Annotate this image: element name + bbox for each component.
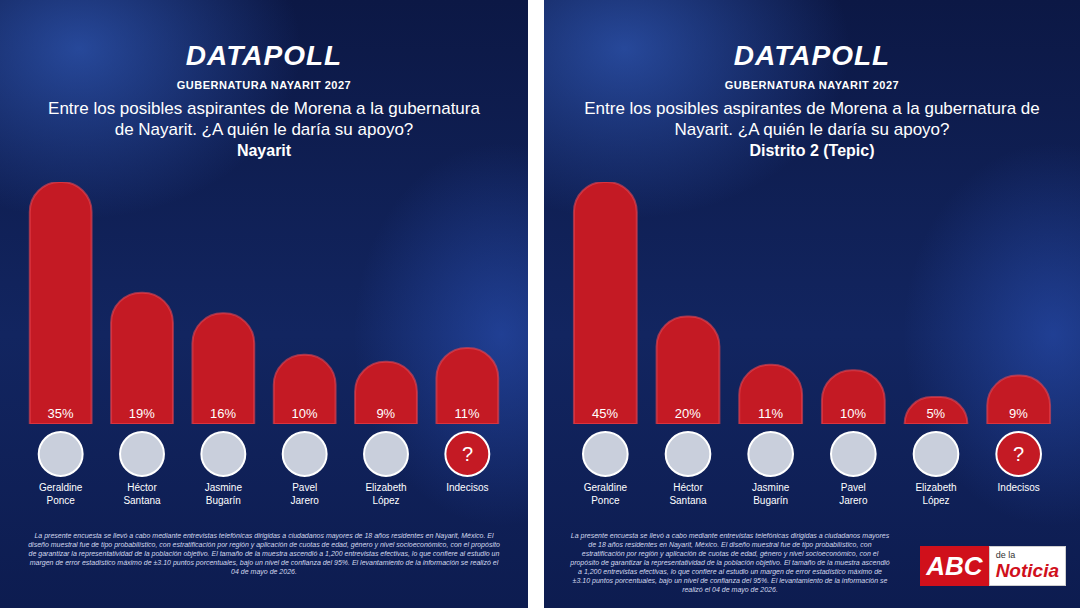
svg-text:JasmineBugarín: JasmineBugarín xyxy=(752,482,790,506)
svg-text:19%: 19% xyxy=(129,406,155,421)
svg-text:11%: 11% xyxy=(455,406,480,421)
html-text:La presente encuesta se llevó: La presente encuesta se llevó a cabo med… xyxy=(570,532,890,593)
svg-text:9%: 9% xyxy=(376,406,395,421)
html-text:GUBERNATURA NAYARIT 2027: GUBERNATURA NAYARIT 2027 xyxy=(176,79,352,91)
svg-text:HéctorSantana: HéctorSantana xyxy=(123,482,161,506)
svg-text:GeraldinePonce: GeraldinePonce xyxy=(584,482,628,506)
svg-text:Indecisos: Indecisos xyxy=(998,482,1040,493)
html-text:ABC: ABC xyxy=(926,551,983,581)
svg-text:20%: 20% xyxy=(675,406,701,421)
html-text:Entre los posibles aspirantes: Entre los posibles aspirantes de Morena … xyxy=(48,99,480,139)
html-text:Nayarit: Nayarit xyxy=(236,142,292,159)
svg-text:JasmineBugarín: JasmineBugarín xyxy=(205,482,243,506)
svg-text:HéctorSantana: HéctorSantana xyxy=(669,482,707,506)
html-text:GUBERNATURA NAYARIT 2027: GUBERNATURA NAYARIT 2027 xyxy=(724,79,900,91)
svg-text:Indecisos: Indecisos xyxy=(446,482,488,493)
svg-text:45%: 45% xyxy=(592,406,618,421)
svg-text:10%: 10% xyxy=(840,406,866,421)
svg-text:10%: 10% xyxy=(291,406,317,421)
svg-text:11%: 11% xyxy=(758,406,783,421)
svg-text:9%: 9% xyxy=(1009,406,1028,421)
svg-text:16%: 16% xyxy=(210,406,236,421)
html-text:Noticia: Noticia xyxy=(995,560,1059,581)
svg-text:5%: 5% xyxy=(926,406,945,421)
html-text:de la: de la xyxy=(995,550,1016,560)
svg-text:ElizabethLópez: ElizabethLópez xyxy=(915,482,956,506)
html-text:Distrito 2 (Tepic): Distrito 2 (Tepic) xyxy=(749,142,875,159)
html-text:DATAPOLL: DATAPOLL xyxy=(185,40,343,71)
html-text:La presente encuesta se llevó: La presente encuesta se llevó a cabo med… xyxy=(28,532,500,575)
svg-text:PavelJarero: PavelJarero xyxy=(839,482,868,506)
svg-text:?: ? xyxy=(462,443,473,465)
svg-text:GeraldinePonce: GeraldinePonce xyxy=(39,482,83,506)
html-text:Entre los posibles aspirantes: Entre los posibles aspirantes de Morena … xyxy=(584,99,1040,139)
svg-text:PavelJarero: PavelJarero xyxy=(290,482,319,506)
svg-text:ElizabethLópez: ElizabethLópez xyxy=(365,482,406,506)
svg-text:?: ? xyxy=(1013,443,1024,465)
svg-text:35%: 35% xyxy=(47,406,73,421)
html-text:DATAPOLL: DATAPOLL xyxy=(733,40,891,71)
